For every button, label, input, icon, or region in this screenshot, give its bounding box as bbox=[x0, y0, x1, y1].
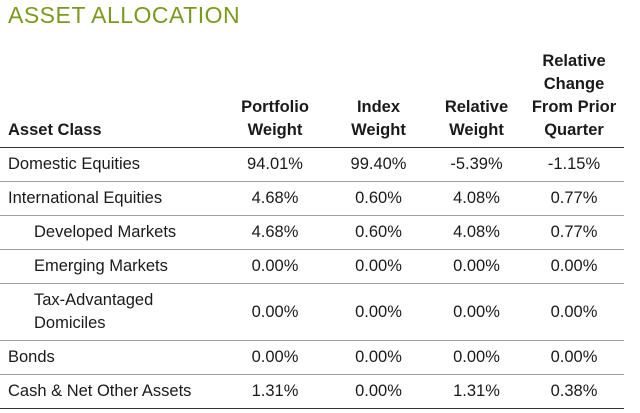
cell-asset-class: Bonds bbox=[0, 340, 222, 375]
cell-asset-class-line1: Tax-Advantaged bbox=[34, 291, 154, 309]
cell-asset-class: Cash & Net Other Assets bbox=[0, 374, 222, 409]
header-relative-weight-line2: Weight bbox=[449, 121, 504, 139]
header-relative-change: Relative Change From Prior Quarter bbox=[524, 50, 624, 148]
cell-relative-change: 0.00% bbox=[524, 249, 624, 284]
cell-asset-class: International Equities bbox=[0, 181, 222, 216]
header-asset-class-text: Asset Class bbox=[8, 121, 102, 139]
table-header: Asset Class Portfolio Weight Index Weigh… bbox=[0, 50, 624, 148]
cell-index-weight: 0.00% bbox=[328, 340, 429, 375]
cell-portfolio-weight: 0.00% bbox=[222, 340, 328, 375]
cell-asset-class: Domestic Equities bbox=[0, 147, 222, 182]
cell-portfolio-weight: 0.00% bbox=[222, 283, 328, 341]
cell-relative-change: 0.38% bbox=[524, 374, 624, 409]
header-index-weight-line1: Index bbox=[356, 98, 401, 116]
table-row: Bonds 0.00% 0.00% 0.00% 0.00% bbox=[0, 340, 624, 375]
cell-index-weight: 99.40% bbox=[328, 147, 429, 182]
header-relative-change-line3: From Prior bbox=[531, 98, 617, 116]
cell-portfolio-weight: 4.68% bbox=[222, 215, 328, 250]
cell-asset-class: Developed Markets bbox=[0, 215, 222, 250]
cell-portfolio-weight: 0.00% bbox=[222, 249, 328, 284]
cell-relative-weight: -5.39% bbox=[429, 147, 524, 182]
cell-relative-weight: 0.00% bbox=[429, 283, 524, 341]
cell-relative-change: 0.77% bbox=[524, 181, 624, 216]
asset-allocation-table: Asset Class Portfolio Weight Index Weigh… bbox=[0, 50, 624, 409]
header-relative-weight: Relative Weight bbox=[429, 50, 524, 148]
cell-index-weight: 0.00% bbox=[328, 249, 429, 284]
cell-relative-change: 0.00% bbox=[524, 283, 624, 341]
table-row: Tax-Advantaged Domiciles 0.00% 0.00% 0.0… bbox=[0, 283, 624, 341]
header-portfolio-weight-line1: Portfolio bbox=[241, 98, 309, 116]
cell-index-weight: 0.60% bbox=[328, 215, 429, 250]
cell-relative-weight: 4.08% bbox=[429, 215, 524, 250]
cell-index-weight: 0.00% bbox=[328, 374, 429, 409]
header-row: Asset Class Portfolio Weight Index Weigh… bbox=[0, 50, 624, 148]
cell-index-weight: 0.60% bbox=[328, 181, 429, 216]
cell-relative-weight: 1.31% bbox=[429, 374, 524, 409]
table-row: Domestic Equities 94.01% 99.40% -5.39% -… bbox=[0, 147, 624, 182]
header-portfolio-weight: Portfolio Weight bbox=[222, 50, 328, 148]
header-index-weight: Index Weight bbox=[328, 50, 429, 148]
page-title: ASSET ALLOCATION bbox=[8, 2, 241, 28]
header-index-weight-line2: Weight bbox=[351, 121, 406, 139]
cell-relative-change: 0.77% bbox=[524, 215, 624, 250]
cell-relative-weight: 0.00% bbox=[429, 249, 524, 284]
table-row: Developed Markets 4.68% 0.60% 4.08% 0.77… bbox=[0, 215, 624, 250]
table-body: Domestic Equities 94.01% 99.40% -5.39% -… bbox=[0, 147, 624, 409]
header-relative-change-line4: Quarter bbox=[544, 121, 604, 139]
header-portfolio-weight-line2: Weight bbox=[247, 121, 303, 139]
cell-index-weight: 0.00% bbox=[328, 283, 429, 341]
cell-relative-weight: 0.00% bbox=[429, 340, 524, 375]
header-relative-change-line2: Change bbox=[543, 75, 605, 93]
cell-portfolio-weight: 1.31% bbox=[222, 374, 328, 409]
cell-relative-change: 0.00% bbox=[524, 340, 624, 375]
table-row: Emerging Markets 0.00% 0.00% 0.00% 0.00% bbox=[0, 249, 624, 284]
cell-relative-weight: 4.08% bbox=[429, 181, 524, 216]
cell-asset-class-line2: Domiciles bbox=[34, 314, 106, 332]
cell-relative-change: -1.15% bbox=[524, 147, 624, 182]
cell-portfolio-weight: 4.68% bbox=[222, 181, 328, 216]
table-row: International Equities 4.68% 0.60% 4.08%… bbox=[0, 181, 624, 216]
header-relative-change-line1: Relative bbox=[542, 52, 606, 70]
cell-asset-class: Emerging Markets bbox=[0, 249, 222, 284]
cell-asset-class: Tax-Advantaged Domiciles bbox=[0, 283, 222, 341]
cell-portfolio-weight: 94.01% bbox=[222, 147, 328, 182]
header-asset-class: Asset Class bbox=[0, 50, 222, 148]
header-relative-weight-line1: Relative bbox=[444, 98, 509, 116]
table-row: Cash & Net Other Assets 1.31% 0.00% 1.31… bbox=[0, 374, 624, 409]
